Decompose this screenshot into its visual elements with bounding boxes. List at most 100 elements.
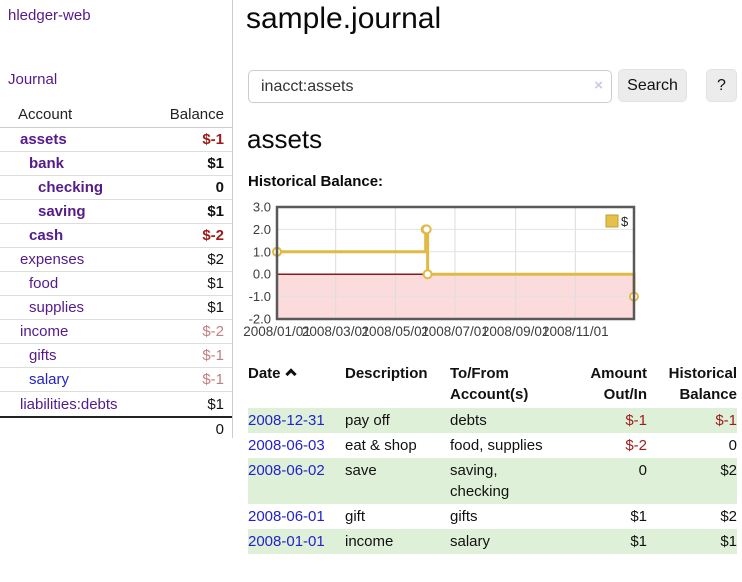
legend-label: $: [621, 214, 629, 229]
account-link-income[interactable]: income: [20, 323, 69, 340]
transaction-accounts: salary: [450, 533, 491, 550]
account-link-supplies[interactable]: supplies: [29, 299, 85, 316]
accounts-header-account: Account: [18, 105, 73, 123]
account-balance: $1: [207, 203, 224, 220]
transaction-balance: $1: [720, 533, 737, 550]
register-header-row: Date Description To/From Account(s) Amou…: [248, 363, 737, 405]
transaction-date-link[interactable]: 2008-06-01: [248, 508, 325, 525]
chart-title: Historical Balance:: [248, 173, 384, 190]
account-link-salary[interactable]: salary: [29, 371, 70, 388]
transaction-amount: $1: [630, 533, 647, 550]
svg-text:2008/01/01: 2008/01/01: [243, 324, 311, 339]
account-balance: $2: [207, 251, 224, 268]
clear-search-icon[interactable]: ×: [594, 77, 603, 94]
account-balance: $-1: [202, 371, 224, 388]
transaction-date-link[interactable]: 2008-12-31: [248, 412, 325, 429]
account-link-assets[interactable]: assets: [20, 131, 67, 148]
transaction-balance: $2: [720, 462, 737, 479]
historical-balance-chart: 3.0 2.0 1.0 0.0 -1.0 -2.0 2008/01/01 2008/03/01…: [240, 200, 742, 342]
sidebar-account-row: assets $-1: [0, 128, 232, 152]
account-balance: $1: [207, 299, 224, 316]
register-table: Date Description To/From Account(s) Amou…: [248, 363, 737, 554]
sidebar-account-row: liabilities:debts $1: [0, 392, 232, 416]
account-balance: $-2: [202, 227, 224, 244]
transaction-accounts: saving, checking: [450, 462, 510, 500]
search-input[interactable]: [248, 70, 612, 103]
transaction-amount: 0: [638, 462, 647, 479]
svg-text:2008/03/01: 2008/03/01: [302, 324, 370, 339]
account-link-bank[interactable]: bank: [29, 155, 65, 172]
sidebar-item-journal[interactable]: Journal: [8, 71, 58, 88]
svg-text:1.0: 1.0: [253, 244, 271, 259]
svg-text:2008/07/01: 2008/07/01: [421, 324, 489, 339]
accounts-header-balance: Balance: [169, 105, 224, 123]
transaction-amount: $-2: [625, 437, 647, 454]
svg-text:2008/05/01: 2008/05/01: [362, 324, 430, 339]
register-header-description: Description: [345, 365, 428, 382]
accounts-table-header: Account Balance: [0, 101, 232, 128]
account-balance: $1: [207, 155, 224, 172]
transaction-description: income: [345, 533, 394, 550]
transaction-description: eat & shop: [345, 437, 417, 454]
data-point-marker: [422, 269, 433, 280]
account-link-food[interactable]: food: [29, 275, 59, 292]
transaction-description: gift: [345, 508, 366, 525]
transaction-description: pay off: [345, 412, 390, 429]
search-button[interactable]: Search: [618, 69, 687, 102]
search-form: ×: [248, 70, 612, 103]
svg-text:2008/09/01: 2008/09/01: [482, 324, 550, 339]
svg-text:2008/11/01: 2008/11/01: [542, 324, 609, 339]
svg-text:-2.0: -2.0: [249, 312, 271, 327]
transaction-date-link[interactable]: 2008-01-01: [248, 533, 325, 550]
accounts-table: Account Balance assets $-1 bank $1 checking 0…: [0, 101, 232, 440]
transaction-date-link[interactable]: 2008-06-03: [248, 437, 325, 454]
account-link-liabilities-debts[interactable]: liabilities:debts: [20, 395, 118, 413]
transaction-balance: 0: [728, 437, 737, 454]
sort-by-date-button[interactable]: Date: [248, 365, 281, 382]
register-row: 2008-12-31 pay off debts $-1 $-1: [248, 408, 737, 433]
sidebar-account-row: saving $1: [0, 200, 232, 224]
transaction-balance: $2: [720, 508, 737, 525]
sidebar-account-row: gifts $-1: [0, 344, 232, 368]
legend-swatch: [605, 214, 619, 228]
transaction-balance: $-1: [715, 412, 737, 429]
account-link-checking[interactable]: checking: [38, 179, 104, 196]
transaction-amount: $1: [630, 508, 647, 525]
account-balance: $-1: [202, 347, 224, 364]
svg-text:2.0: 2.0: [253, 222, 271, 237]
register-row: 2008-01-01 income salary $1 $1: [248, 529, 737, 554]
account-link-saving[interactable]: saving: [38, 203, 86, 220]
account-link-expenses[interactable]: expenses: [20, 251, 85, 268]
svg-text:3.0: 3.0: [253, 200, 271, 215]
account-balance: $1: [207, 395, 224, 413]
page-title: sample.journal: [246, 2, 442, 35]
register-row: 2008-06-02 save saving, checking 0 $2: [248, 458, 737, 504]
register-header-balance: Historical Balance: [668, 365, 737, 403]
transaction-accounts: debts: [450, 412, 487, 429]
sidebar-account-row: income $-2: [0, 320, 232, 344]
sidebar-account-row: supplies $1: [0, 296, 232, 320]
register-rows: 2008-12-31 pay off debts $-1 $-1 2008-06-03 ea…: [248, 408, 737, 554]
sidebar-account-row: checking 0: [0, 176, 232, 200]
account-link-gifts[interactable]: gifts: [29, 347, 57, 364]
register-header-amount: Amount Out/In: [590, 365, 647, 403]
brand-link[interactable]: hledger-web: [8, 7, 91, 24]
accounts-total-value: 0: [215, 420, 224, 438]
account-balance: $1: [207, 275, 224, 292]
help-button[interactable]: ?: [706, 69, 737, 102]
transaction-description: save: [345, 462, 377, 479]
transaction-date-link[interactable]: 2008-06-02: [248, 462, 325, 479]
account-link-cash[interactable]: cash: [29, 227, 64, 244]
transaction-accounts: gifts: [450, 508, 478, 525]
svg-text:-1.0: -1.0: [249, 289, 271, 304]
transaction-amount: $-1: [625, 412, 647, 429]
data-point-marker: [421, 224, 432, 235]
sort-ascending-icon: [284, 368, 297, 380]
accounts-rows: assets $-1 bank $1 checking 0 saving $1 cash $-2 e…: [0, 128, 232, 416]
register-row: 2008-06-01 gift gifts $1 $2: [248, 504, 737, 529]
account-heading: assets: [247, 124, 323, 154]
accounts-total-row: 0: [0, 416, 232, 440]
account-balance: $-2: [202, 323, 224, 340]
sidebar: hledger-web Journal Account Balance asse…: [0, 0, 233, 438]
chart-svg: 3.0 2.0 1.0 0.0 -1.0 -2.02008/01/012008/03/01…: [243, 200, 639, 339]
